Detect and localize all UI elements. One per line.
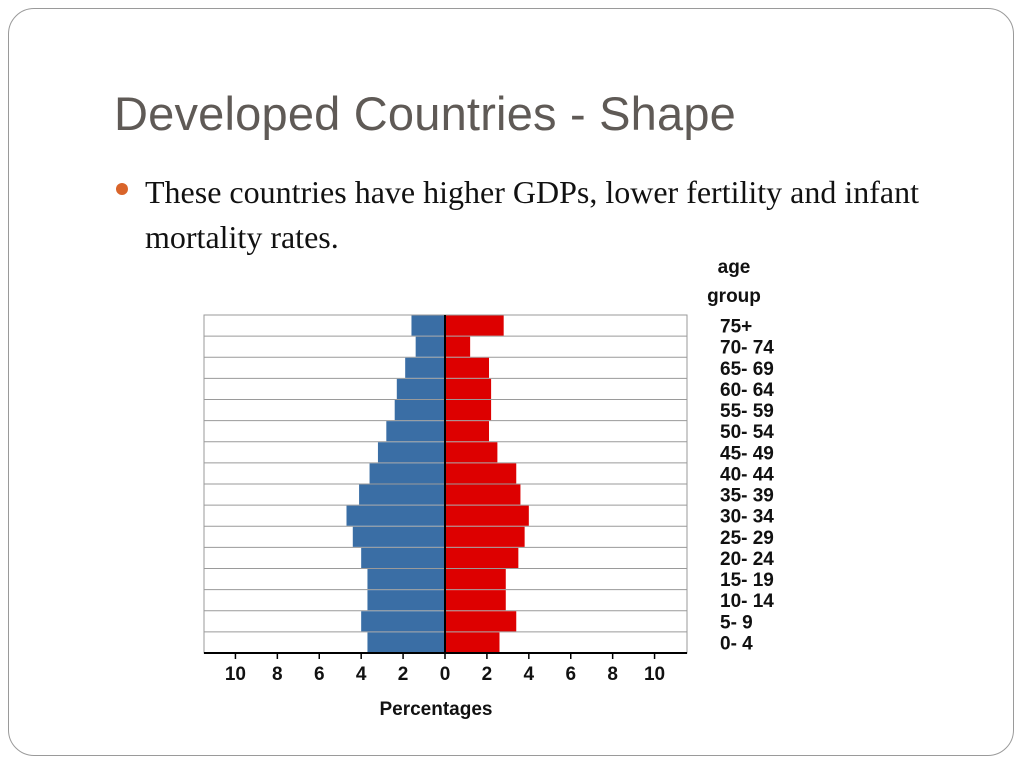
x-tick-label: 2 xyxy=(482,664,493,685)
x-tick-label: 6 xyxy=(565,664,576,685)
age-group-label: 15- 19 xyxy=(720,570,774,591)
female-bar xyxy=(445,315,504,336)
x-tick-label: 10 xyxy=(644,664,665,685)
female-bar xyxy=(445,526,525,547)
male-bar xyxy=(411,315,445,336)
x-tick-label: 10 xyxy=(225,664,246,685)
x-tick-label: 0 xyxy=(440,664,451,685)
age-group-label: 50- 54 xyxy=(720,422,774,443)
age-group-label: 10- 14 xyxy=(720,591,774,612)
male-bar xyxy=(361,547,445,568)
male-bar xyxy=(361,611,445,632)
x-tick-label: 8 xyxy=(607,664,618,685)
male-bar xyxy=(394,400,445,421)
age-group-label: 60- 64 xyxy=(720,380,774,401)
female-bar xyxy=(445,505,529,526)
x-axis-title: Percentages xyxy=(379,699,492,720)
male-bar xyxy=(367,632,445,653)
female-bar xyxy=(445,378,492,399)
male-bar xyxy=(369,463,445,484)
y-axis-title: group xyxy=(707,286,761,307)
age-group-label: 55- 59 xyxy=(720,401,774,422)
female-bar xyxy=(445,590,506,611)
age-group-label: 20- 24 xyxy=(720,549,774,570)
x-tick-label: 4 xyxy=(356,664,367,685)
female-bar xyxy=(445,547,519,568)
x-tick-label: 4 xyxy=(524,664,535,685)
male-bar xyxy=(367,569,445,590)
female-bar xyxy=(445,400,492,421)
bullet-text: These countries have higher GDPs, lower … xyxy=(145,174,919,255)
female-bar xyxy=(445,421,490,442)
age-group-label: 30- 34 xyxy=(720,507,774,528)
female-bar xyxy=(445,463,517,484)
male-bar xyxy=(377,442,445,463)
slide-title: Developed Countries - Shape xyxy=(114,87,736,140)
female-bar xyxy=(445,632,500,653)
age-group-label: 0- 4 xyxy=(720,633,753,654)
age-group-label: 70- 74 xyxy=(720,338,774,359)
x-tick-label: 6 xyxy=(314,664,325,685)
female-bar xyxy=(445,484,521,505)
male-bar xyxy=(386,421,445,442)
x-tick-label: 2 xyxy=(398,664,409,685)
age-group-label: 35- 39 xyxy=(720,486,774,507)
male-bar xyxy=(359,484,445,505)
female-bar xyxy=(445,569,506,590)
male-bar xyxy=(367,590,445,611)
female-bar xyxy=(445,442,498,463)
male-bar xyxy=(415,336,445,357)
age-group-label: 65- 69 xyxy=(720,359,774,380)
male-bar xyxy=(352,526,445,547)
x-tick-label: 8 xyxy=(272,664,283,685)
female-bar xyxy=(445,611,517,632)
age-group-label: 40- 44 xyxy=(720,464,774,485)
male-bar xyxy=(396,378,445,399)
age-group-label: 25- 29 xyxy=(720,528,774,549)
y-axis-title: age xyxy=(718,257,751,278)
female-bar xyxy=(445,336,471,357)
bullet-dot-icon xyxy=(116,183,128,195)
age-group-label: 45- 49 xyxy=(720,443,774,464)
age-group-label: 5- 9 xyxy=(720,612,753,633)
age-group-label: 75+ xyxy=(720,317,752,338)
female-bar xyxy=(445,357,490,378)
male-bar xyxy=(405,357,445,378)
male-bar xyxy=(346,505,445,526)
